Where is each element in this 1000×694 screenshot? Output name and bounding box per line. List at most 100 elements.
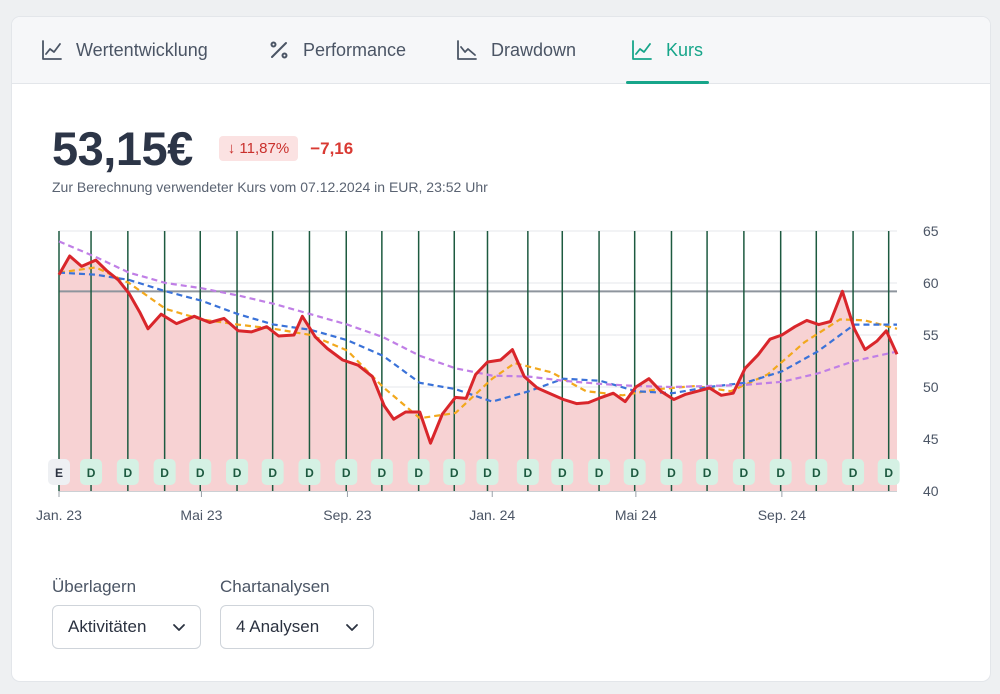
- activity-marker-label: D: [812, 466, 821, 480]
- tab-drawdown[interactable]: Drawdown: [455, 17, 576, 83]
- activity-marker-bg: [732, 459, 755, 485]
- analysis-label: Chartanalysen: [220, 577, 330, 596]
- activity-marker-bg: [551, 459, 574, 485]
- activity-marker[interactable]: D: [476, 459, 499, 485]
- price-header: 53,15€ ↓ 11,87% −7,16: [52, 121, 353, 176]
- activity-marker[interactable]: D: [696, 459, 719, 485]
- activity-marker[interactable]: D: [516, 459, 539, 485]
- activity-marker-label: D: [160, 466, 169, 480]
- x-tick-label: Mai 23: [180, 507, 222, 523]
- activity-marker[interactable]: D: [116, 459, 139, 485]
- activity-marker-bg: [48, 459, 70, 485]
- activity-marker-label: D: [849, 466, 858, 480]
- activity-marker-bg: [298, 459, 321, 485]
- activity-marker-label: D: [414, 466, 423, 480]
- activity-marker-bg: [623, 459, 646, 485]
- activity-marker-bg: [588, 459, 611, 485]
- activity-marker[interactable]: D: [660, 459, 683, 485]
- activity-marker-label: D: [630, 466, 639, 480]
- activity-marker-label: D: [196, 466, 205, 480]
- change-percent-badge: ↓ 11,87%: [218, 136, 299, 161]
- tab-label: Kurs: [666, 39, 704, 60]
- tab-label: Drawdown: [491, 39, 577, 60]
- analysis-select[interactable]: 4 Analysen: [220, 605, 374, 649]
- moving-average-purple-line: [58, 240, 898, 389]
- price-chart[interactable]: 65 60 55 50 45 40 Jan. 23 Mai 23 Sep. 23 Jan. 24 M…: [12, 17, 990, 547]
- activity-marker[interactable]: D: [370, 459, 393, 485]
- activity-marker-label: D: [483, 466, 492, 480]
- activity-marker-label: D: [233, 466, 242, 480]
- overlay-select[interactable]: Aktivitäten: [52, 605, 201, 649]
- chevron-down-icon: [346, 624, 358, 631]
- activity-marker[interactable]: D: [80, 459, 103, 485]
- line-chart-icon: [632, 40, 652, 60]
- x-tick-label: Mai 24: [615, 507, 657, 523]
- analysis-value: 4 Analysen: [236, 617, 320, 636]
- overlay-value: Aktivitäten: [68, 617, 147, 636]
- overlay-label: Überlagern: [52, 577, 137, 596]
- activity-marker-label: D: [703, 466, 712, 480]
- activity-marker[interactable]: D: [805, 459, 828, 485]
- activity-marker-bg: [261, 459, 284, 485]
- activity-marker-label: D: [558, 466, 567, 480]
- tab-bar: Wertentwicklung Performance Drawdown Kur…: [12, 17, 990, 84]
- activity-marker-label: D: [305, 466, 314, 480]
- tab-label: Performance: [303, 39, 407, 60]
- activity-marker[interactable]: D: [189, 459, 212, 485]
- activity-marker-bg: [660, 459, 683, 485]
- activity-marker-label: D: [87, 466, 96, 480]
- tab-performance[interactable]: Performance: [267, 17, 406, 83]
- x-tick-label: Jan. 24: [469, 507, 515, 523]
- activity-marker-bg: [116, 459, 139, 485]
- percent-icon: [270, 41, 288, 59]
- activity-marker[interactable]: D: [153, 459, 176, 485]
- activity-marker-bg: [335, 459, 358, 485]
- activity-marker[interactable]: D: [769, 459, 792, 485]
- activity-marker-bg: [370, 459, 393, 485]
- activity-marker-label: D: [268, 466, 277, 480]
- activity-marker-label: D: [740, 466, 749, 480]
- price-subline: Zur Berechnung verwendeter Kurs vom 07.1…: [52, 179, 488, 195]
- tab-kurs[interactable]: Kurs: [625, 17, 710, 84]
- activity-marker-label: D: [450, 466, 459, 480]
- line-chart-icon: [42, 40, 62, 60]
- activity-marker-label: D: [342, 466, 351, 480]
- activity-marker[interactable]: D: [588, 459, 611, 485]
- activity-marker-bg: [80, 459, 103, 485]
- tab-wertentwicklung[interactable]: Wertentwicklung: [40, 17, 208, 83]
- activity-marker-label: D: [378, 466, 387, 480]
- activity-marker-bg: [476, 459, 499, 485]
- activity-marker[interactable]: D: [335, 459, 358, 485]
- activity-marker-bg: [516, 459, 539, 485]
- activity-marker-bg: [842, 459, 865, 485]
- tab-label: Wertentwicklung: [76, 39, 208, 60]
- activity-marker-bg: [189, 459, 212, 485]
- activity-marker-label: D: [667, 466, 676, 480]
- activity-marker[interactable]: D: [443, 459, 466, 485]
- activity-marker[interactable]: D: [842, 459, 865, 485]
- x-tick-label: Jan. 23: [36, 507, 82, 523]
- drawdown-chart-icon: [457, 40, 477, 60]
- activity-marker-label: E: [55, 466, 63, 480]
- activity-marker[interactable]: D: [261, 459, 284, 485]
- y-tick-label: 65: [923, 223, 939, 239]
- activity-marker[interactable]: D: [623, 459, 646, 485]
- change-absolute: −7,16: [310, 138, 354, 158]
- chevron-down-icon: [173, 624, 185, 631]
- activity-marker[interactable]: D: [877, 459, 900, 485]
- activity-marker[interactable]: D: [551, 459, 574, 485]
- activity-marker-label: D: [524, 466, 533, 480]
- activity-marker-label: D: [595, 466, 604, 480]
- y-tick-label: 50: [923, 379, 939, 395]
- activity-marker[interactable]: D: [732, 459, 755, 485]
- moving-average-blue-line: [58, 271, 897, 403]
- activity-marker-bg: [153, 459, 176, 485]
- activity-marker[interactable]: D: [226, 459, 249, 485]
- activity-marker-bg: [769, 459, 792, 485]
- activity-marker[interactable]: D: [407, 459, 430, 485]
- activity-marker-bg: [407, 459, 430, 485]
- activity-marker[interactable]: E: [48, 459, 70, 485]
- price-line: [57, 254, 899, 445]
- activity-marker[interactable]: D: [298, 459, 321, 485]
- activity-marker-bg: [226, 459, 249, 485]
